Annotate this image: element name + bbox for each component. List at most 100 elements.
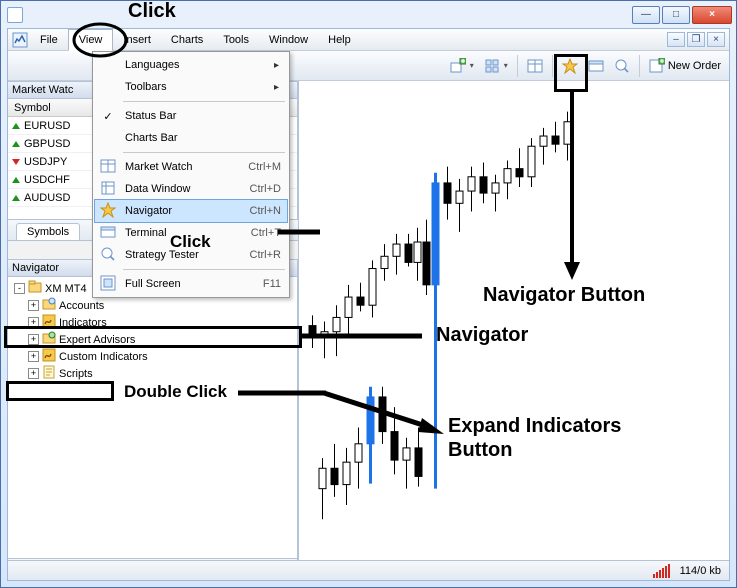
menu-item-toolbars[interactable]: Toolbars ▸ [95,76,287,98]
menu-shortcut: Ctrl+R [250,249,281,261]
tree-row-scripts[interactable]: + Scripts [12,365,293,382]
anno-navigator-title-box [4,326,302,348]
menu-item-label: Market Watch [121,161,248,173]
menu-item-full screen[interactable]: Full Screen F11 [95,273,287,295]
navigator-panel: Navigator × - XM MT4 + Accounts + [8,259,298,580]
menu-item-data window[interactable]: Data Window Ctrl+D [95,178,287,200]
symbol-label: USDJPY [24,156,67,168]
chart-area[interactable] [298,81,729,560]
accounts-icon [42,297,56,314]
mdi-restore-button[interactable]: ❐ [687,32,705,47]
client-area: FileViewInsertChartsToolsWindowHelp – ❐ … [7,28,730,581]
navigator-tree[interactable]: - XM MT4 + Accounts + Indicators [8,277,297,558]
terminal-icon [100,224,116,243]
tab-symbols[interactable]: Symbols [16,223,80,240]
menu-item-label: Terminal [121,227,251,239]
menu-item-label: Strategy Tester [121,249,250,261]
navigator-title-text: Navigator [12,262,59,274]
menu-shortcut: F11 [263,278,281,290]
symbol-label: EURUSD [24,120,70,132]
fullscreen-icon [100,275,116,294]
menu-item-status bar[interactable]: Status Bar [95,105,287,127]
menu-file[interactable]: File [30,29,68,50]
menu-item-strategy tester[interactable]: Strategy Tester Ctrl+R [95,244,287,266]
indic-icon [42,348,56,365]
submenu-arrow-icon: ▸ [274,60,281,71]
symbol-label: GBPUSD [24,138,70,150]
menu-item-navigator[interactable]: Navigator Ctrl+N [95,200,287,222]
new-order-button[interactable]: New Order [645,55,725,77]
view-menu-dropdown[interactable]: Languages ▸ Toolbars ▸ Status Bar [92,51,290,298]
arrow-up-icon [12,195,20,201]
menu-item-label: Status Bar [121,110,281,122]
anno-indicators-box [6,381,114,401]
menu-item-languages[interactable]: Languages ▸ [95,54,287,76]
window-frame: — □ × FileViewInsertChartsToolsWindowHel… [0,0,737,588]
market-watch-title-text: Market Watc [12,84,73,96]
window-maximize-button[interactable]: □ [662,6,690,24]
menu-item-market watch[interactable]: Market Watch Ctrl+M [95,156,287,178]
menu-item-label: Toolbars [121,81,274,93]
market-watch-icon [100,158,116,177]
menu-shortcut: Ctrl+N [250,205,281,217]
menu-shortcut: Ctrl+T [251,227,281,239]
market-watch-button[interactable] [523,55,547,77]
tree-row-custom indicators[interactable]: + Custom Indicators [12,348,293,365]
menu-separator [123,101,285,102]
tree-expander[interactable]: + [28,368,39,379]
menu-item-label: Charts Bar [121,132,281,144]
mdi-close-button[interactable]: × [707,32,725,47]
check-icon [103,110,112,123]
script-icon [42,365,56,382]
tree-expander[interactable]: + [28,351,39,362]
menu-shortcut: Ctrl+D [250,183,281,195]
app-icon [10,29,30,50]
menu-window[interactable]: Window [259,29,318,50]
app-title-icon [7,7,23,23]
arrow-down-icon [12,159,20,165]
tree-expander[interactable]: + [28,300,39,311]
window-close-button[interactable]: × [692,6,732,24]
root-icon [28,280,42,297]
connection-bars-icon [653,564,670,578]
tree-row-accounts[interactable]: + Accounts [12,297,293,314]
menu-help[interactable]: Help [318,29,361,50]
menu-shortcut: Ctrl+M [248,161,281,173]
menu-insert[interactable]: Insert [113,29,161,50]
menu-view[interactable]: View [68,29,114,51]
window-titlebar[interactable]: — □ × [1,1,736,28]
status-bar: 114/0 kb [8,560,729,580]
menu-separator [123,269,285,270]
menu-item-label: Full Screen [121,278,263,290]
symbol-label: AUDUSD [24,192,70,204]
arrow-up-icon [12,141,20,147]
menu-item-terminal[interactable]: Terminal Ctrl+T [95,222,287,244]
window-minimize-button[interactable]: — [632,6,660,24]
menu-charts[interactable]: Charts [161,29,213,50]
menubar: FileViewInsertChartsToolsWindowHelp – ❐ … [8,29,729,51]
arrow-up-icon [12,123,20,129]
tree-expander[interactable]: - [14,283,25,294]
profiles-button[interactable]: ▾ [480,55,512,77]
navigator-icon [100,202,116,221]
tester-icon [100,246,116,265]
menu-tools[interactable]: Tools [213,29,259,50]
menu-item-label: Navigator [121,205,250,217]
tree-label: Scripts [59,368,93,380]
tree-label: XM MT4 [45,283,87,295]
mdi-controls: – ❐ × [667,29,729,50]
menu-item-charts bar[interactable]: Charts Bar [95,127,287,149]
status-kb: 114/0 kb [680,565,721,577]
new-order-label: New Order [668,60,721,72]
submenu-arrow-icon: ▸ [274,82,281,93]
tree-label: Custom Indicators [59,351,148,363]
data-window-icon [100,180,116,199]
strategy-tester-button[interactable] [610,55,634,77]
anno-navigator-button-box [554,54,588,92]
new-chart-button[interactable]: ▾ [446,55,478,77]
mdi-minimize-button[interactable]: – [667,32,685,47]
menu-item-label: Data Window [121,183,250,195]
symbol-label: USDCHF [24,174,70,186]
menu-separator [123,152,285,153]
arrow-up-icon [12,177,20,183]
